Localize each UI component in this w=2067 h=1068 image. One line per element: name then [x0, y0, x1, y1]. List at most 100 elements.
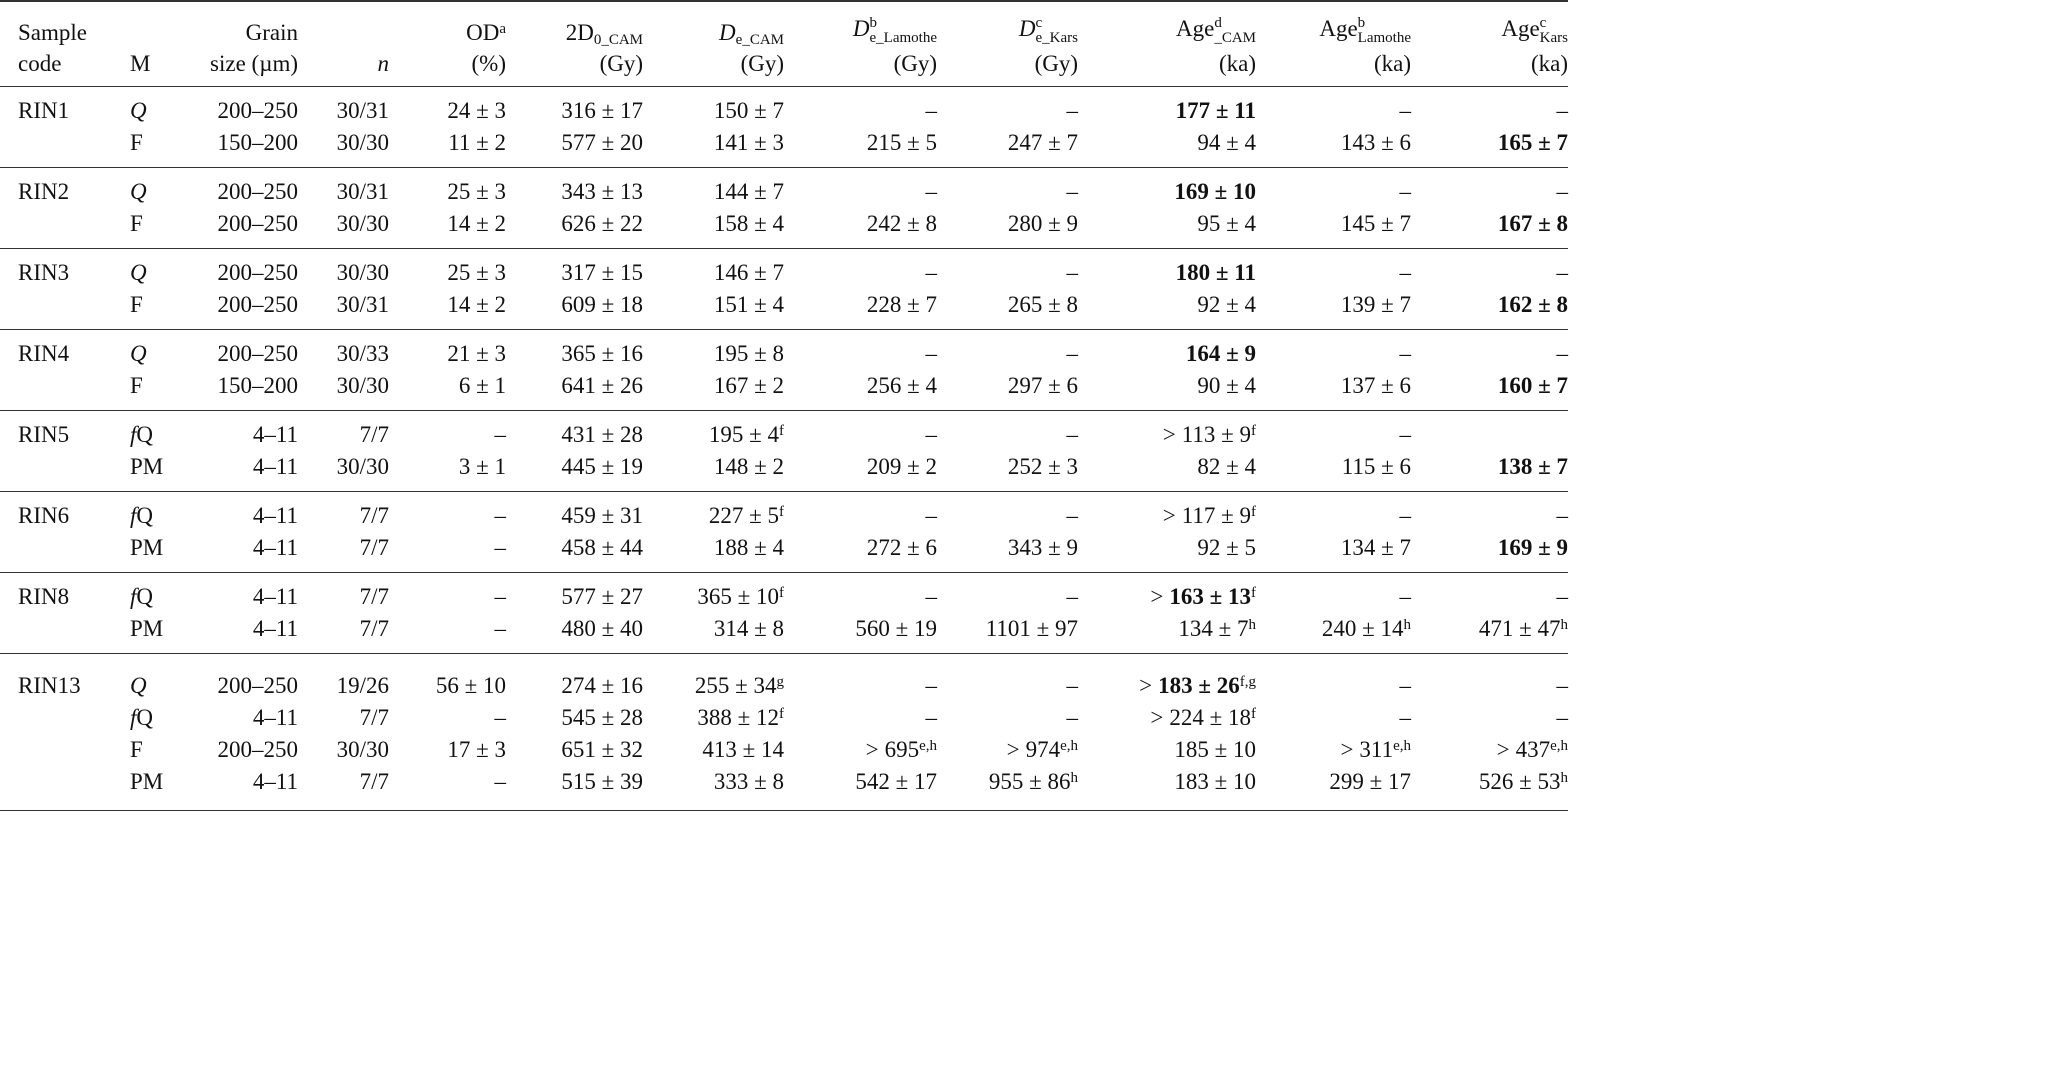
value-cell: >163 ± 13f: [1078, 573, 1256, 614]
table-row: F 150–200 30/30 11 ± 2 577 ± 20 141 ± 3 215 ± …: [0, 127, 1568, 168]
cell-value: Q: [136, 503, 154, 528]
cell-value: 30/31: [336, 292, 389, 317]
value-cell: 7/7: [298, 613, 389, 654]
value-cell: 445 ± 19: [506, 451, 643, 492]
value-cell: 134 ± 7: [1256, 532, 1411, 573]
cell-value: 240 ± 14: [1321, 616, 1404, 641]
value-cell: 577 ± 20: [506, 127, 643, 168]
value-cell: 1101 ± 97: [937, 613, 1078, 654]
cell-value: 56 ± 10: [435, 673, 506, 698]
value-cell: 188 ± 4: [643, 532, 784, 573]
cell-value: 560 ± 19: [855, 616, 937, 641]
cell-value: 272 ± 6: [866, 535, 937, 560]
mineral-cell: F: [118, 370, 178, 411]
value-cell: 17 ± 3: [389, 734, 506, 766]
sample-group: RIN5 fQ 4–11 7/7–431 ± 28 195 ± 4f – – >113 ± 9…: [0, 411, 1568, 492]
cell-value: 163 ± 13: [1169, 584, 1251, 609]
cell-value: 30/30: [336, 373, 389, 398]
cell-value: 151 ± 4: [713, 292, 784, 317]
unit-de-lamothe: (Gy): [893, 51, 937, 76]
cell-value: Q: [130, 673, 147, 698]
header-d0: 2D0_CAM: [506, 1, 643, 48]
sample-code-cell: [0, 613, 118, 654]
cell-value: 144 ± 7: [713, 179, 784, 204]
cell-value: –: [1556, 260, 1569, 285]
cell-value: 4–11: [252, 769, 298, 794]
cell-value: 413 ± 14: [702, 737, 784, 762]
value-cell: 90 ± 4: [1078, 370, 1256, 411]
mineral-cell: Q: [118, 654, 178, 703]
cell-value: –: [925, 260, 938, 285]
cell-value: 185 ± 10: [1174, 737, 1256, 762]
footnote-mark: h: [1070, 770, 1079, 786]
mineral-cell: fQ: [118, 492, 178, 533]
footnote-mark: f: [779, 423, 784, 439]
value-cell: 11 ± 2: [389, 127, 506, 168]
cell-value: 4–11: [252, 422, 298, 447]
value-cell: –: [1411, 168, 1569, 209]
value-cell: –: [784, 168, 938, 209]
value-cell: 480 ± 40: [506, 613, 643, 654]
cell-value: 30/30: [336, 211, 389, 236]
value-cell: 141 ± 3: [643, 127, 784, 168]
cell-value: F: [130, 211, 143, 236]
header-od-sup: a: [499, 21, 506, 37]
value-cell: 4–11: [178, 766, 298, 811]
cell-value: –: [1066, 260, 1079, 285]
unit-od: (%): [471, 51, 506, 76]
greater-than-sign: >: [1496, 737, 1510, 762]
footnote-mark: e,h: [1550, 738, 1568, 754]
value-cell: 195 ± 8: [643, 330, 784, 371]
header-od: ODa: [389, 1, 506, 46]
value-cell: 30/30: [298, 451, 389, 492]
mineral-cell: F: [118, 734, 178, 766]
greater-than-sign: >: [1139, 673, 1153, 698]
value-cell: –: [937, 492, 1079, 533]
cell-value: 526 ± 53: [1478, 769, 1561, 794]
footnote-mark: f: [779, 504, 784, 520]
cell-value: 200–250: [217, 98, 299, 123]
value-cell: 609 ± 18: [506, 289, 643, 330]
cell-value: –: [1066, 705, 1079, 730]
sample-code-cell: RIN4: [18, 341, 70, 366]
value-cell: 162 ± 8: [1411, 289, 1568, 330]
greater-than-sign: >: [1150, 705, 1164, 730]
value-cell: 545 ± 28: [506, 702, 643, 734]
value-cell: 148 ± 2: [643, 451, 784, 492]
footnote-mark: g: [776, 674, 785, 690]
value-cell: 3 ± 1: [389, 451, 506, 492]
cell-value: –: [925, 705, 938, 730]
value-cell: –: [937, 654, 1079, 703]
value-cell: 365 ± 16: [506, 330, 643, 371]
sample-group: RIN1 Q 200–250 30/31 24 ± 3 316 ± 17 150 ± 7 – –…: [0, 87, 1568, 168]
cell-value: 641 ± 26: [561, 373, 643, 398]
table-row: RIN8 fQ 4–11 7/7–577 ± 27 365 ± 10f – – >163 ± …: [0, 573, 1568, 614]
sample-group: RIN2 Q 200–250 30/31 25 ± 3 343 ± 13 144 ± 7 – –…: [0, 168, 1568, 249]
value-cell: 169 ± 9: [1411, 532, 1568, 573]
value-cell: 4–11: [178, 573, 298, 614]
greater-than-sign: >: [1150, 584, 1164, 609]
value-cell: 94 ± 4: [1078, 127, 1256, 168]
cell-value: 247 ± 7: [1007, 130, 1078, 155]
footnote-mark: f: [1251, 706, 1256, 722]
cell-value: 437: [1515, 737, 1551, 762]
value-cell: –: [937, 330, 1079, 371]
value-cell: 215 ± 5: [784, 127, 937, 168]
cell-value: 343 ± 13: [561, 179, 643, 204]
cell-value: 4–11: [252, 535, 298, 560]
cell-value: –: [494, 535, 507, 560]
cell-value: –: [1556, 584, 1569, 609]
value-cell: 30/30: [298, 734, 389, 766]
cell-value: –: [1066, 98, 1079, 123]
cell-value: 95 ± 4: [1197, 211, 1256, 236]
value-cell: –: [784, 573, 938, 614]
cell-value: 7/7: [359, 769, 389, 794]
value-cell: 274 ± 16: [506, 654, 643, 703]
header-de-lam-sub: e_Lamothe: [869, 30, 937, 46]
table-row: fQ 4–11 7/7–545 ± 28 388 ± 12f – – >224 ± 18f –…: [0, 702, 1568, 734]
cell-value: Q: [130, 179, 147, 204]
cell-value: 7/7: [359, 503, 389, 528]
footnote-mark: e,h: [1393, 738, 1411, 754]
value-cell: >311e,h: [1256, 734, 1411, 766]
table-row: F 200–250 30/30 17 ± 3 651 ± 32 413 ± 14 >695e…: [0, 734, 1568, 766]
